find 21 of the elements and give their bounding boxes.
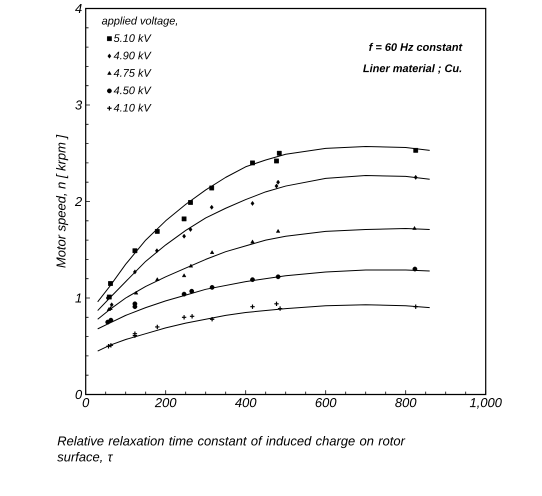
legend-label: 5.10 kV [114, 34, 152, 42]
x-tick-label: 400 [234, 398, 256, 408]
x-tick-label: 800 [395, 398, 416, 408]
y-tick-label: 2 [74, 196, 82, 206]
y-tick-label: 3 [75, 100, 82, 110]
y-tick-label: 4 [75, 4, 82, 13]
legend-label: 4.10 kV [114, 104, 152, 112]
x-axis-title: Relative relaxation time constant of induced charge on rotor surface, τ [57, 436, 406, 463]
x-tick-label: 600 [316, 398, 336, 408]
legend-label: 4.50 kV [114, 86, 152, 94]
legend-title: applied voltage, [102, 16, 178, 27]
x-tick-label: 200 [154, 398, 176, 408]
y-tick-label: 1 [75, 294, 82, 302]
legend-label: 4.90 kV [114, 51, 152, 60]
annotation: f = 60 Hz constant [369, 42, 463, 51]
x-tick-label: 0 [82, 398, 90, 408]
x-tick-label: 1,000 [470, 398, 502, 409]
y-axis-title: Motor speed, n [ krpm ] [56, 134, 68, 268]
legend-label: 4.75 kV [114, 68, 152, 77]
y-tick-label: 0 [76, 390, 82, 400]
annotation: Liner material ; Cu. [363, 64, 462, 74]
